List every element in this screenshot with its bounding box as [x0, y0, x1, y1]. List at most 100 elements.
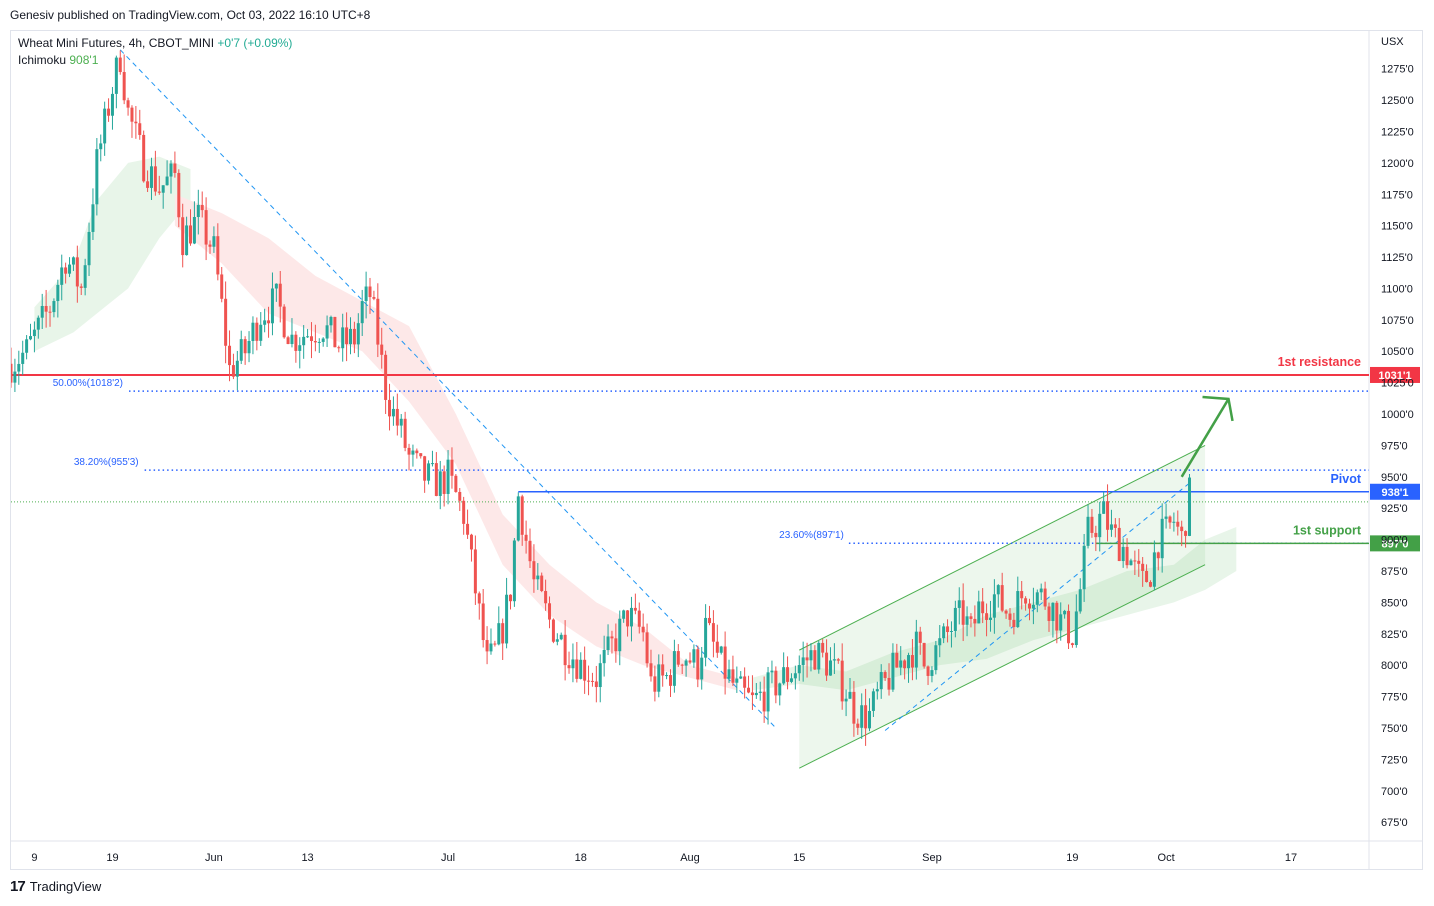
fib-label-1: 38.20%(955'3)	[74, 457, 139, 468]
chart-frame[interactable]: 50.00%(1018'2) 38.20%(955'3) 23.60%(897'1)…	[10, 30, 1423, 870]
candle-body	[11, 363, 13, 383]
candle-body	[1067, 610, 1071, 644]
price-chart[interactable]: 50.00%(1018'2) 38.20%(955'3) 23.60%(897'1)…	[11, 31, 1422, 869]
candle	[805, 642, 809, 678]
candle-body	[368, 286, 372, 298]
candle	[110, 87, 114, 130]
candle	[399, 414, 403, 438]
candle-body	[481, 603, 485, 641]
candle-body	[860, 705, 864, 728]
candle	[142, 130, 146, 183]
candle	[368, 277, 372, 314]
candle	[185, 216, 189, 256]
candle	[1109, 509, 1113, 537]
candle	[961, 583, 965, 642]
candle	[555, 633, 559, 646]
candle	[306, 328, 310, 338]
candle-body	[251, 322, 255, 341]
tradingview-logo-icon[interactable]: 17	[10, 878, 26, 895]
candle	[606, 624, 610, 656]
candle-body	[1125, 546, 1129, 566]
candle	[282, 304, 286, 339]
candle-body	[36, 317, 40, 330]
candle	[852, 681, 856, 737]
candle-body	[185, 225, 189, 256]
candle-body	[637, 610, 641, 627]
y-tick-label: 975'0	[1381, 440, 1408, 452]
candle-body	[75, 257, 79, 287]
candle-body	[559, 634, 563, 640]
candle	[692, 644, 696, 668]
x-tick-label: Oct	[1158, 852, 1175, 864]
candle-body	[1035, 592, 1039, 605]
candle-body	[922, 642, 926, 667]
candle	[949, 621, 953, 648]
candle	[731, 655, 735, 686]
candle	[391, 396, 395, 426]
candle-body	[243, 339, 247, 354]
x-tick-label: 19	[106, 852, 118, 864]
candle-body	[626, 610, 630, 627]
candle-body	[56, 284, 60, 302]
candle-body	[278, 283, 282, 307]
candle-body	[1082, 545, 1086, 590]
candle-body	[29, 336, 33, 340]
candle-body	[345, 327, 349, 345]
candle-body	[189, 225, 193, 244]
candle-body	[1145, 570, 1149, 583]
candle	[969, 613, 973, 628]
candle-body	[953, 607, 957, 632]
candle-body	[1016, 591, 1020, 628]
candle	[477, 591, 481, 620]
candle	[758, 681, 762, 701]
candle-body	[384, 354, 388, 400]
candle	[1164, 503, 1168, 529]
candle	[259, 312, 263, 346]
candle	[985, 603, 989, 637]
candle-body	[579, 659, 583, 679]
candle	[212, 226, 216, 253]
candle-body	[60, 267, 64, 285]
candle-body	[165, 176, 169, 186]
candle-body	[836, 659, 840, 661]
candle	[200, 191, 204, 218]
y-tick-label: 950'0	[1381, 472, 1408, 484]
candle	[1117, 518, 1121, 562]
candle-body	[161, 185, 165, 193]
candle	[255, 317, 259, 351]
candle-body	[645, 632, 649, 664]
candle-body	[1148, 582, 1152, 587]
candle-body	[220, 274, 224, 299]
candle	[411, 444, 415, 467]
candle-body	[1031, 604, 1035, 609]
candle	[938, 625, 942, 658]
projection-arrow-head	[1202, 395, 1234, 422]
candle	[267, 306, 271, 338]
candle-body	[887, 677, 891, 690]
candle	[11, 347, 13, 388]
candle-body	[1000, 585, 1004, 611]
candle-body	[270, 288, 274, 324]
candle-body	[688, 660, 692, 663]
fib-label-2: 23.60%(897'1)	[779, 530, 844, 541]
candle-body	[551, 619, 555, 642]
candle	[844, 689, 848, 717]
candle	[1082, 533, 1086, 602]
y-tick-label: 1025'0	[1381, 378, 1414, 390]
brand-name[interactable]: TradingView	[29, 879, 102, 894]
candle-body	[821, 642, 825, 653]
candle	[302, 325, 306, 359]
candle-body	[21, 352, 25, 364]
candle	[177, 169, 181, 228]
candle	[21, 340, 25, 376]
candle-body	[782, 667, 786, 684]
candle-body	[735, 678, 739, 683]
candle-body	[977, 601, 981, 624]
candle	[71, 256, 75, 271]
candle	[676, 644, 680, 667]
candle-body	[1059, 614, 1063, 631]
candle	[419, 453, 423, 459]
candle	[571, 643, 575, 683]
candle-body	[1164, 516, 1168, 519]
candle	[40, 293, 44, 329]
